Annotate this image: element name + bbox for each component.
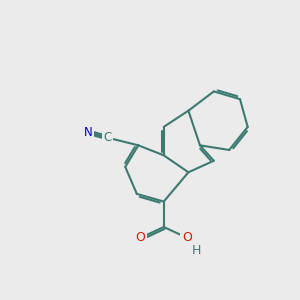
Text: H: H xyxy=(191,244,201,256)
Text: O: O xyxy=(136,231,146,244)
Text: O: O xyxy=(182,231,192,244)
Text: N: N xyxy=(84,126,93,139)
Text: C: C xyxy=(103,131,112,144)
